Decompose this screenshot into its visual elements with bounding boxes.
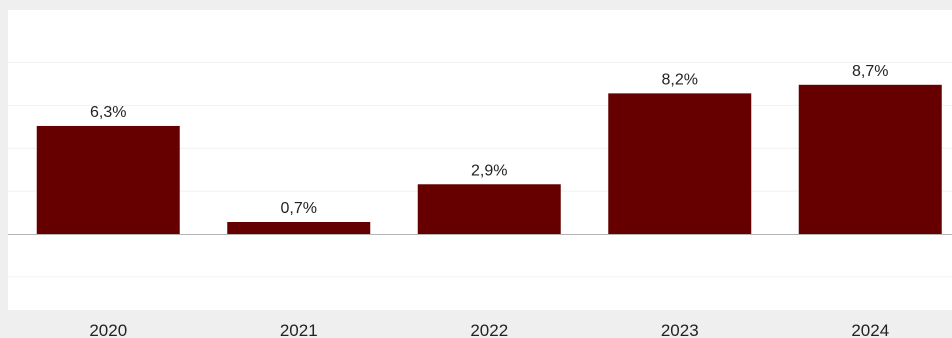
bar-2020 [36, 125, 180, 234]
bar-2021 [227, 221, 371, 234]
bar-2023 [608, 93, 752, 235]
data-label-2023: 8,2% [662, 71, 698, 88]
data-label-2022: 2,9% [471, 162, 507, 179]
x-tick-label-2021: 2021 [280, 321, 318, 338]
x-tick-label-2023: 2023 [661, 321, 699, 338]
x-axis-tick-labels: 2020 2021 2022 2023 2024 [89, 321, 889, 338]
bars [36, 84, 942, 235]
data-label-2024: 8,7% [852, 63, 888, 80]
data-label-2021: 0,7% [281, 200, 317, 217]
x-tick-label-2022: 2022 [470, 321, 508, 338]
bar-2022 [417, 184, 561, 234]
bar-2024 [798, 84, 942, 234]
data-label-2020: 6,3% [90, 104, 126, 121]
x-tick-label-2024: 2024 [851, 321, 889, 338]
data-labels: 6,3% 0,7% 2,9% 8,2% 8,7% [90, 63, 888, 217]
x-tick-label-2020: 2020 [89, 321, 127, 338]
